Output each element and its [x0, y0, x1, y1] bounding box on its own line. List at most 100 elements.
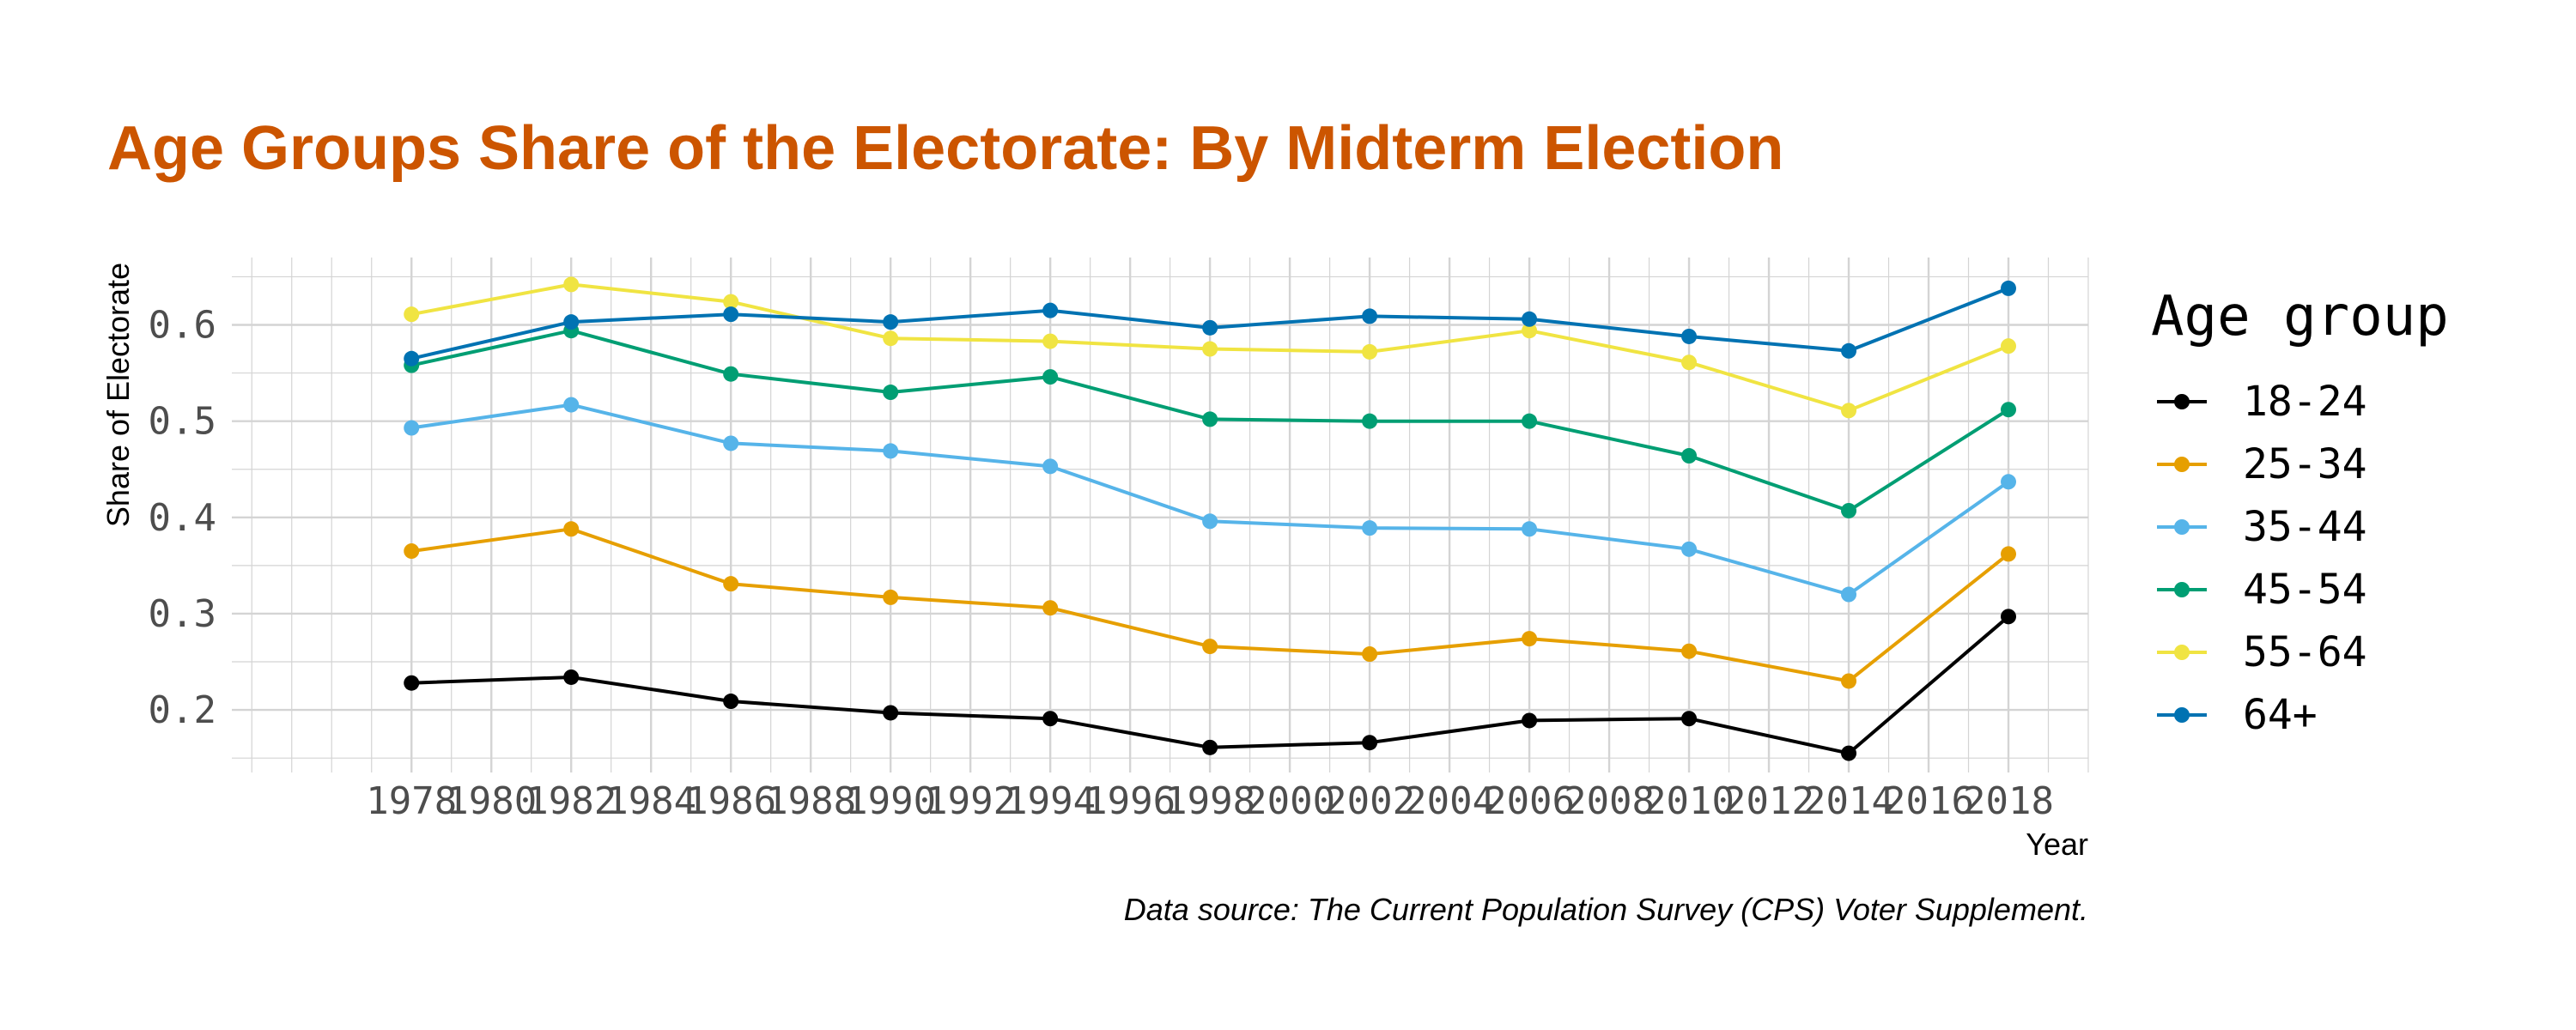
data-point	[1522, 323, 1538, 339]
data-point	[723, 294, 739, 310]
legend-title: Age group	[2151, 285, 2449, 348]
data-point	[1522, 712, 1538, 729]
y-tick-label: 0.6	[149, 304, 216, 348]
x-axis-title: Year	[2026, 827, 2088, 862]
legend: Age group 18-24 25-34 35-44 45-54 55-64 64+	[2151, 285, 2449, 739]
legend-label: 64+	[2243, 691, 2318, 739]
legend-item-35-44: 35-44	[2157, 503, 2367, 551]
y-tick-label: 0.2	[149, 688, 216, 732]
x-tick-label: 2002	[1324, 779, 1415, 823]
data-point	[1202, 513, 1218, 530]
legend-key-point	[2174, 582, 2190, 597]
data-point	[1362, 520, 1378, 536]
legend-item-18-24: 18-24	[2157, 378, 2367, 426]
series-55-64	[404, 276, 2017, 419]
x-tick-label: 1990	[845, 779, 936, 823]
legend-key-point	[2174, 519, 2190, 535]
x-tick-label: 2006	[1484, 779, 1575, 823]
data-point	[1841, 673, 1857, 689]
data-point	[1841, 745, 1857, 761]
data-point	[883, 443, 899, 459]
data-point	[1841, 586, 1857, 603]
legend-key-point	[2174, 457, 2190, 472]
data-point	[563, 669, 580, 685]
data-point	[1202, 319, 1218, 336]
x-tick-label: 1998	[1164, 779, 1255, 823]
data-source-caption: Data source: The Current Population Surv…	[1124, 892, 2088, 927]
data-point	[404, 350, 420, 367]
legend-label: 25-34	[2243, 440, 2367, 488]
data-point	[1362, 735, 1378, 751]
data-point	[1681, 448, 1698, 464]
data-point	[2001, 474, 2017, 490]
data-point	[1362, 413, 1378, 429]
x-tick-label: 1994	[1005, 779, 1096, 823]
data-point	[563, 521, 580, 537]
data-point	[1042, 458, 1059, 475]
data-point	[1362, 343, 1378, 360]
data-point	[2001, 609, 2017, 625]
data-point	[563, 314, 580, 330]
data-point	[404, 420, 420, 436]
data-point	[404, 306, 420, 323]
x-tick-label: 1996	[1084, 779, 1176, 823]
x-tick-label: 2012	[1723, 779, 1814, 823]
x-tick-label: 2010	[1643, 779, 1735, 823]
data-point	[723, 435, 739, 451]
x-tick-label: 1980	[446, 779, 537, 823]
data-point	[723, 694, 739, 710]
data-point	[1362, 308, 1378, 324]
legend-item-64+: 64+	[2157, 691, 2318, 739]
data-point	[883, 330, 899, 347]
data-point	[1681, 328, 1698, 344]
legend-label: 35-44	[2243, 503, 2367, 551]
data-point	[1522, 631, 1538, 647]
data-point	[2001, 338, 2017, 354]
legend-item-45-54: 45-54	[2157, 566, 2367, 614]
data-point	[1681, 541, 1698, 557]
y-tick-label: 0.3	[149, 592, 216, 636]
data-point	[404, 543, 420, 560]
data-point	[1202, 411, 1218, 427]
data-point	[2001, 546, 2017, 562]
x-tick-label: 1984	[605, 779, 696, 823]
legend-label: 55-64	[2243, 628, 2367, 676]
data-point	[1362, 646, 1378, 663]
x-tick-label: 2000	[1244, 779, 1335, 823]
data-point	[563, 397, 580, 413]
legend-key-point	[2174, 394, 2190, 409]
data-point	[563, 276, 580, 293]
data-point	[1522, 521, 1538, 537]
legend-label: 18-24	[2243, 378, 2367, 426]
data-point	[1202, 341, 1218, 357]
legend-key-point	[2174, 707, 2190, 723]
data-point	[883, 385, 899, 401]
data-point	[1042, 711, 1059, 727]
data-point	[723, 306, 739, 323]
grid	[232, 258, 2089, 772]
legend-label: 45-54	[2243, 566, 2367, 614]
data-point	[1841, 403, 1857, 419]
data-point	[1681, 354, 1698, 371]
data-point	[883, 705, 899, 721]
data-point	[1841, 502, 1857, 518]
y-tick-label: 0.4	[149, 496, 216, 540]
data-point	[1681, 711, 1698, 727]
y-tick-label: 0.5	[149, 400, 216, 444]
x-tick-label: 2018	[1963, 779, 2054, 823]
x-tick-label: 1978	[366, 779, 457, 823]
data-point	[1841, 342, 1857, 359]
x-tick-label: 2004	[1404, 779, 1495, 823]
chart-title: Age Groups Share of the Electorate: By M…	[107, 114, 1783, 183]
x-tick-label: 1992	[925, 779, 1016, 823]
x-tick-label: 2016	[1883, 779, 1974, 823]
data-point	[1681, 643, 1698, 659]
data-point	[1202, 639, 1218, 655]
data-point	[1522, 311, 1538, 327]
x-tick-label: 1986	[685, 779, 776, 823]
y-axis-title: Share of Electorate	[100, 263, 136, 527]
legend-item-55-64: 55-64	[2157, 628, 2367, 676]
data-point	[883, 314, 899, 330]
series-64+	[404, 280, 2017, 367]
